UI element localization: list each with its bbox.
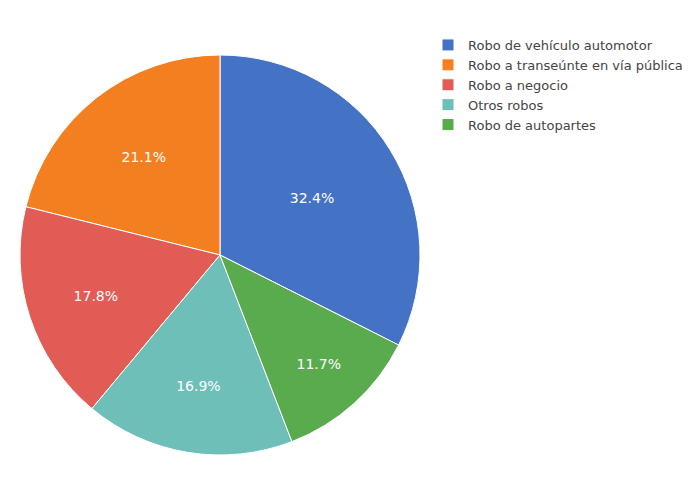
svg-text:Robo a negocio: Robo a negocio	[468, 78, 568, 93]
svg-text:17.8%: 17.8%	[74, 288, 118, 304]
svg-text:Otros robos: Otros robos	[468, 98, 543, 113]
svg-text:11.7%: 11.7%	[296, 356, 340, 372]
svg-text:Robo a transeúnte en vía públi: Robo a transeúnte en vía pública	[468, 58, 683, 73]
svg-text:32.4%: 32.4%	[290, 190, 334, 206]
svg-text:Robo de autopartes: Robo de autopartes	[468, 118, 596, 133]
svg-text:Robo de vehículo automotor: Robo de vehículo automotor	[468, 38, 653, 53]
svg-text:21.1%: 21.1%	[122, 149, 166, 165]
svg-text:16.9%: 16.9%	[176, 378, 220, 394]
